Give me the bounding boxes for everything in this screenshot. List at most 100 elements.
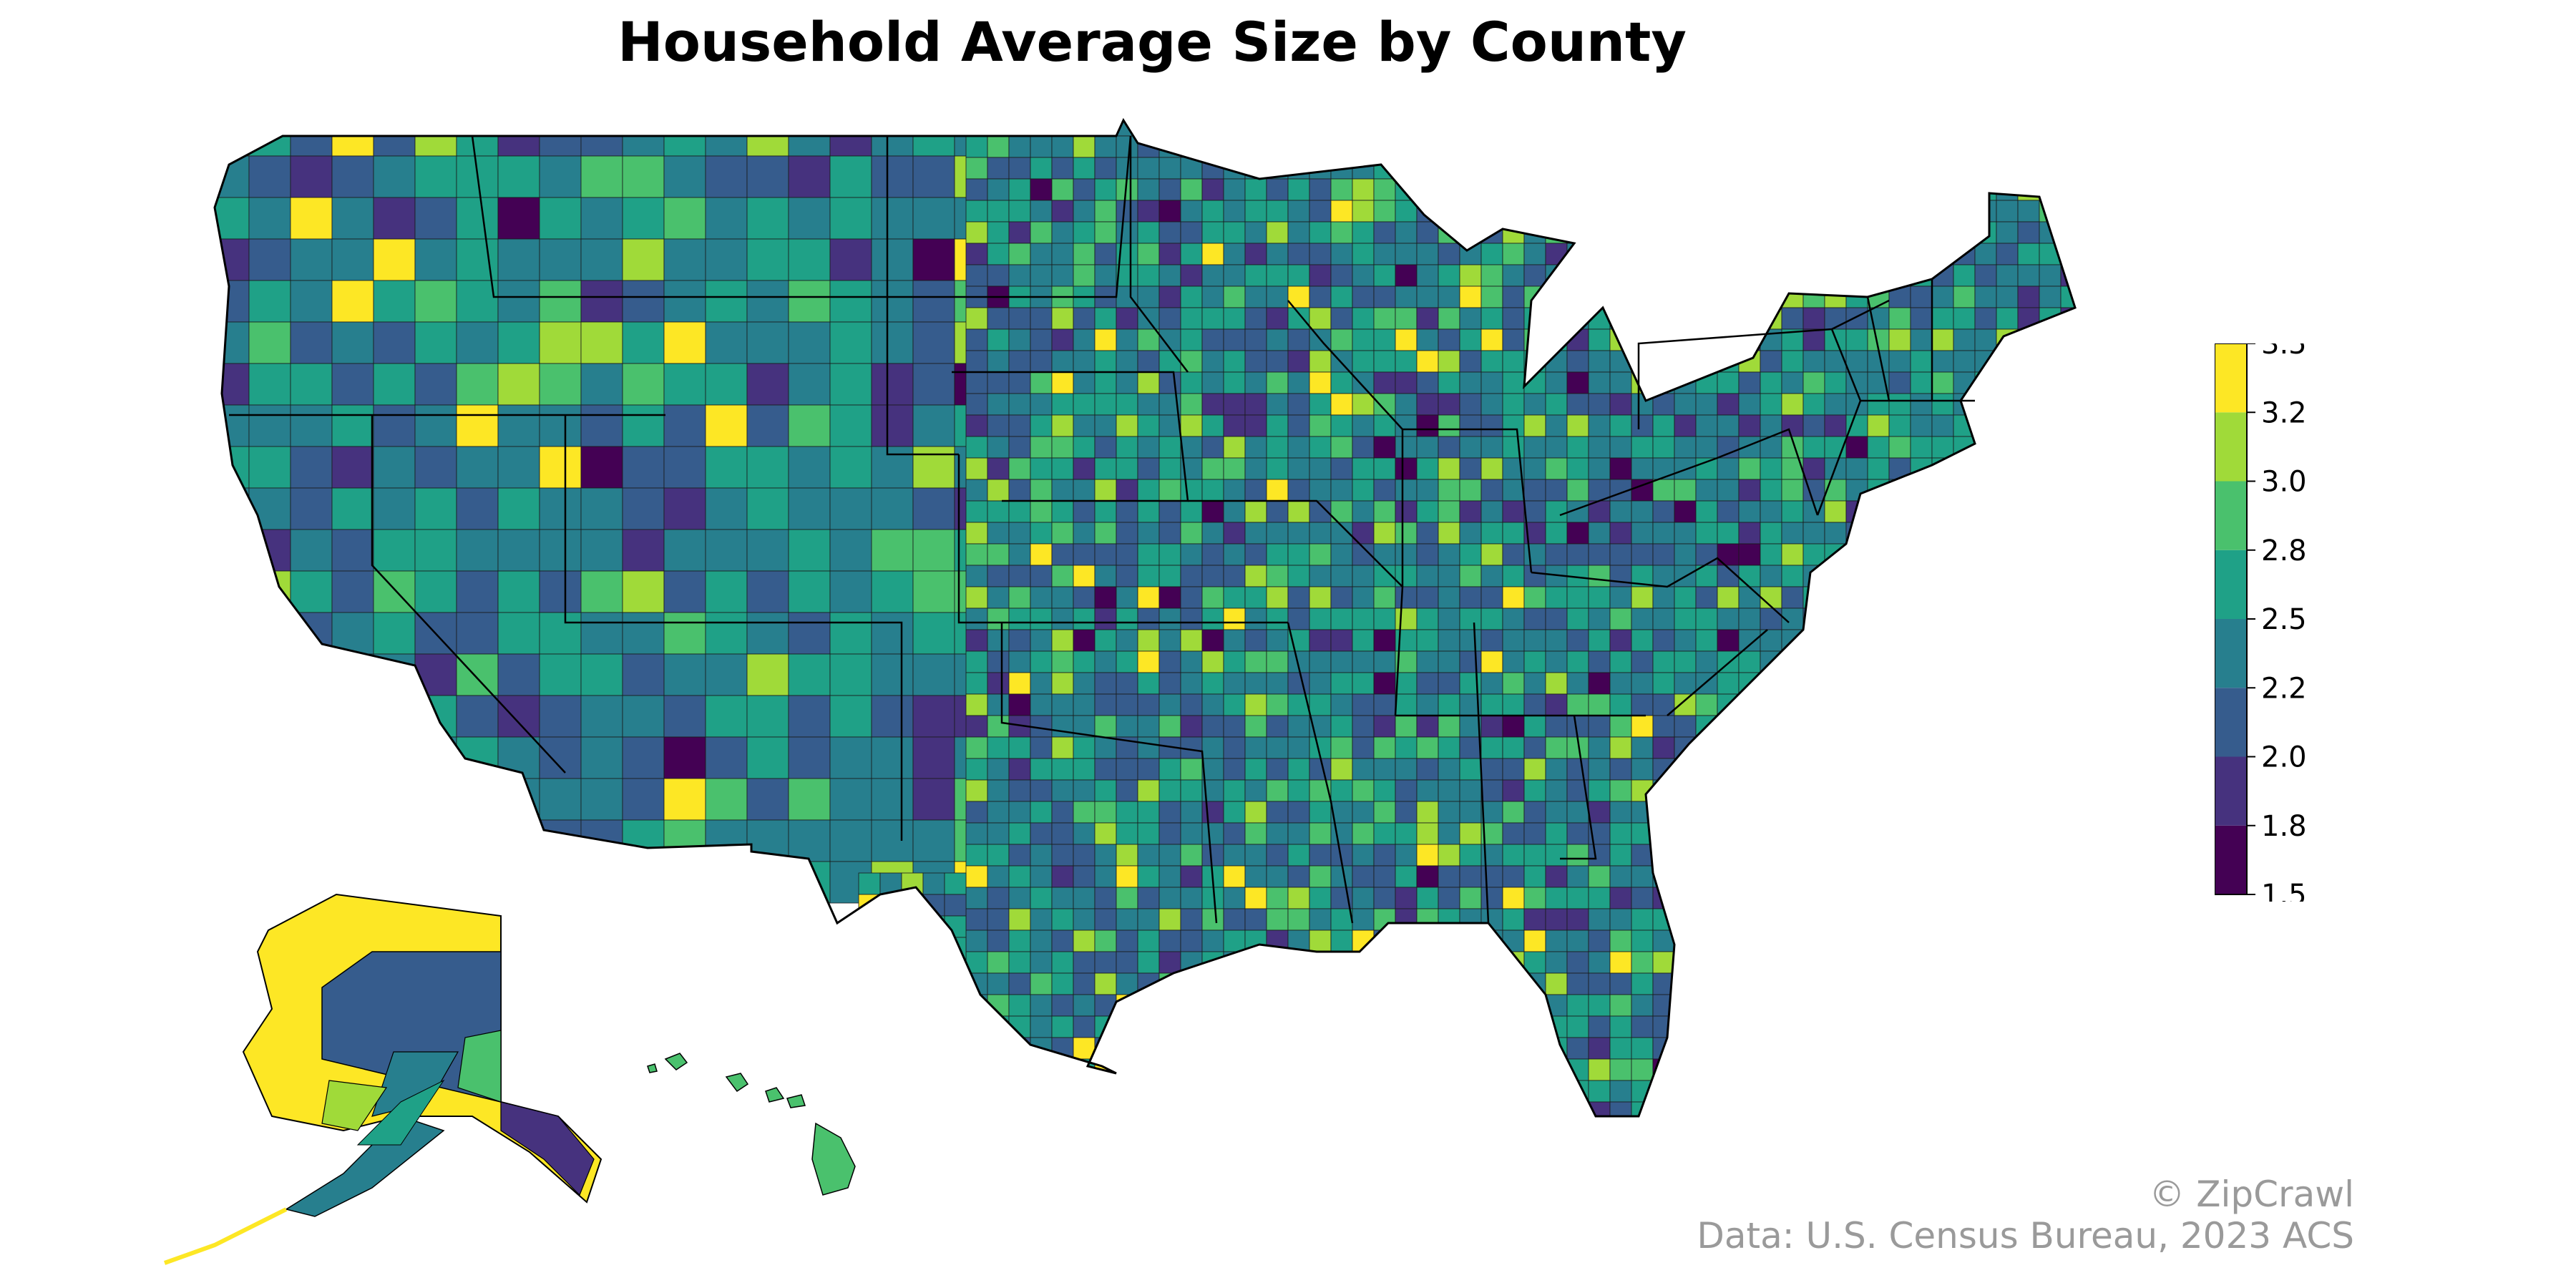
county-cell xyxy=(871,363,914,406)
county-cell xyxy=(1266,736,1289,759)
county-cell xyxy=(1910,200,1933,223)
county-cell xyxy=(1330,221,1353,244)
county-cell xyxy=(1781,414,1804,437)
county-cell xyxy=(1180,1080,1203,1103)
county-cell xyxy=(1266,1101,1289,1116)
county-cell xyxy=(1609,307,1632,330)
county-cell xyxy=(1244,479,1267,502)
county-cell xyxy=(1674,844,1697,867)
county-cell xyxy=(1287,135,1310,158)
county-cell xyxy=(1395,479,1418,502)
county-cell xyxy=(788,861,831,904)
county-cell xyxy=(1502,307,1525,330)
county-cell xyxy=(1201,908,1224,931)
county-cell xyxy=(1502,371,1525,394)
county-cell xyxy=(2082,801,2104,823)
county-cell xyxy=(1717,200,1740,223)
county-cell xyxy=(1609,243,1632,265)
county-cell xyxy=(1781,908,1804,931)
county-cell xyxy=(1266,565,1289,587)
county-cell xyxy=(1674,307,1697,330)
county-cell xyxy=(1781,650,1804,673)
county-cell xyxy=(1845,479,1868,502)
county-cell xyxy=(1201,930,1224,952)
county-cell xyxy=(622,861,665,904)
county-cell xyxy=(1996,307,2019,330)
county-cell xyxy=(1438,1037,1460,1060)
county-cell xyxy=(1352,801,1375,824)
county-cell xyxy=(1459,135,1482,158)
county-cell xyxy=(1266,414,1289,437)
county-cell xyxy=(1459,1101,1482,1116)
county-cell xyxy=(663,529,706,572)
county-cell xyxy=(1459,286,1482,308)
county-cell xyxy=(1588,672,1611,695)
county-cell xyxy=(1588,801,1611,824)
county-cell xyxy=(987,930,1010,952)
county-cell xyxy=(1158,822,1181,845)
county-cell xyxy=(1695,758,1718,781)
county-cell xyxy=(1674,479,1697,502)
county-cell xyxy=(1309,822,1332,845)
county-cell xyxy=(705,653,748,696)
county-cell xyxy=(987,264,1010,287)
county-cell xyxy=(1502,135,1525,158)
county-cell xyxy=(1566,758,1589,781)
county-cell xyxy=(1674,715,1697,738)
county-cell xyxy=(1888,972,1911,995)
county-cell xyxy=(1244,758,1267,781)
county-cell xyxy=(1653,1123,1674,1145)
legend-bin xyxy=(2215,550,2247,619)
county-cell xyxy=(1330,1037,1353,1060)
county-cell xyxy=(1931,565,1954,587)
county-cell xyxy=(1223,328,1246,351)
county-cell xyxy=(1738,822,1761,845)
county-cell xyxy=(1416,1015,1439,1038)
county-cell xyxy=(1266,844,1289,867)
county-cell xyxy=(1588,972,1611,995)
county-cell xyxy=(1201,200,1224,223)
county-cell xyxy=(1266,951,1289,974)
county-cell xyxy=(1137,436,1160,459)
county-cell xyxy=(1717,178,1740,201)
county-cell xyxy=(1073,393,1096,416)
county-cell xyxy=(1802,221,1825,244)
county-cell xyxy=(1974,758,1997,781)
county-cell xyxy=(2017,972,2040,995)
county-cell xyxy=(1523,865,1546,888)
county-cell xyxy=(1051,436,1074,459)
county-cell xyxy=(1030,972,1053,995)
county-cell xyxy=(858,1044,881,1067)
county-cell xyxy=(1459,608,1482,630)
county-cell xyxy=(1459,586,1482,609)
county-cell xyxy=(1545,1101,1568,1116)
county-cell xyxy=(1244,178,1267,201)
county-cell xyxy=(1051,221,1074,244)
county-cell xyxy=(1459,178,1482,201)
county-cell xyxy=(1824,1037,1847,1060)
legend-tick-label: 2.5 xyxy=(2261,603,2307,636)
county-cell xyxy=(1158,650,1181,673)
county-cell xyxy=(1631,715,1654,738)
county-cell xyxy=(1137,178,1160,201)
county-cell xyxy=(290,570,333,613)
county-cell xyxy=(1244,586,1267,609)
county-cell xyxy=(1180,908,1203,931)
county-cell xyxy=(1395,693,1418,716)
county-cell xyxy=(1158,629,1181,652)
county-cell xyxy=(1781,1037,1804,1060)
county-cell xyxy=(1309,1015,1332,1038)
county-cell xyxy=(1974,1037,1997,1060)
county-cell xyxy=(1158,865,1181,888)
county-cell xyxy=(1309,1101,1332,1116)
county-cell xyxy=(1030,221,1053,244)
county-cell xyxy=(1309,994,1332,1017)
county-cell xyxy=(1631,328,1654,351)
county-cell xyxy=(1459,801,1482,824)
county-cell xyxy=(2017,1037,2040,1060)
county-cell xyxy=(1180,822,1203,845)
county-cell xyxy=(1030,844,1053,867)
county-cell xyxy=(1695,629,1718,652)
county-cell xyxy=(1824,500,1847,523)
county-cell xyxy=(1867,178,1890,201)
